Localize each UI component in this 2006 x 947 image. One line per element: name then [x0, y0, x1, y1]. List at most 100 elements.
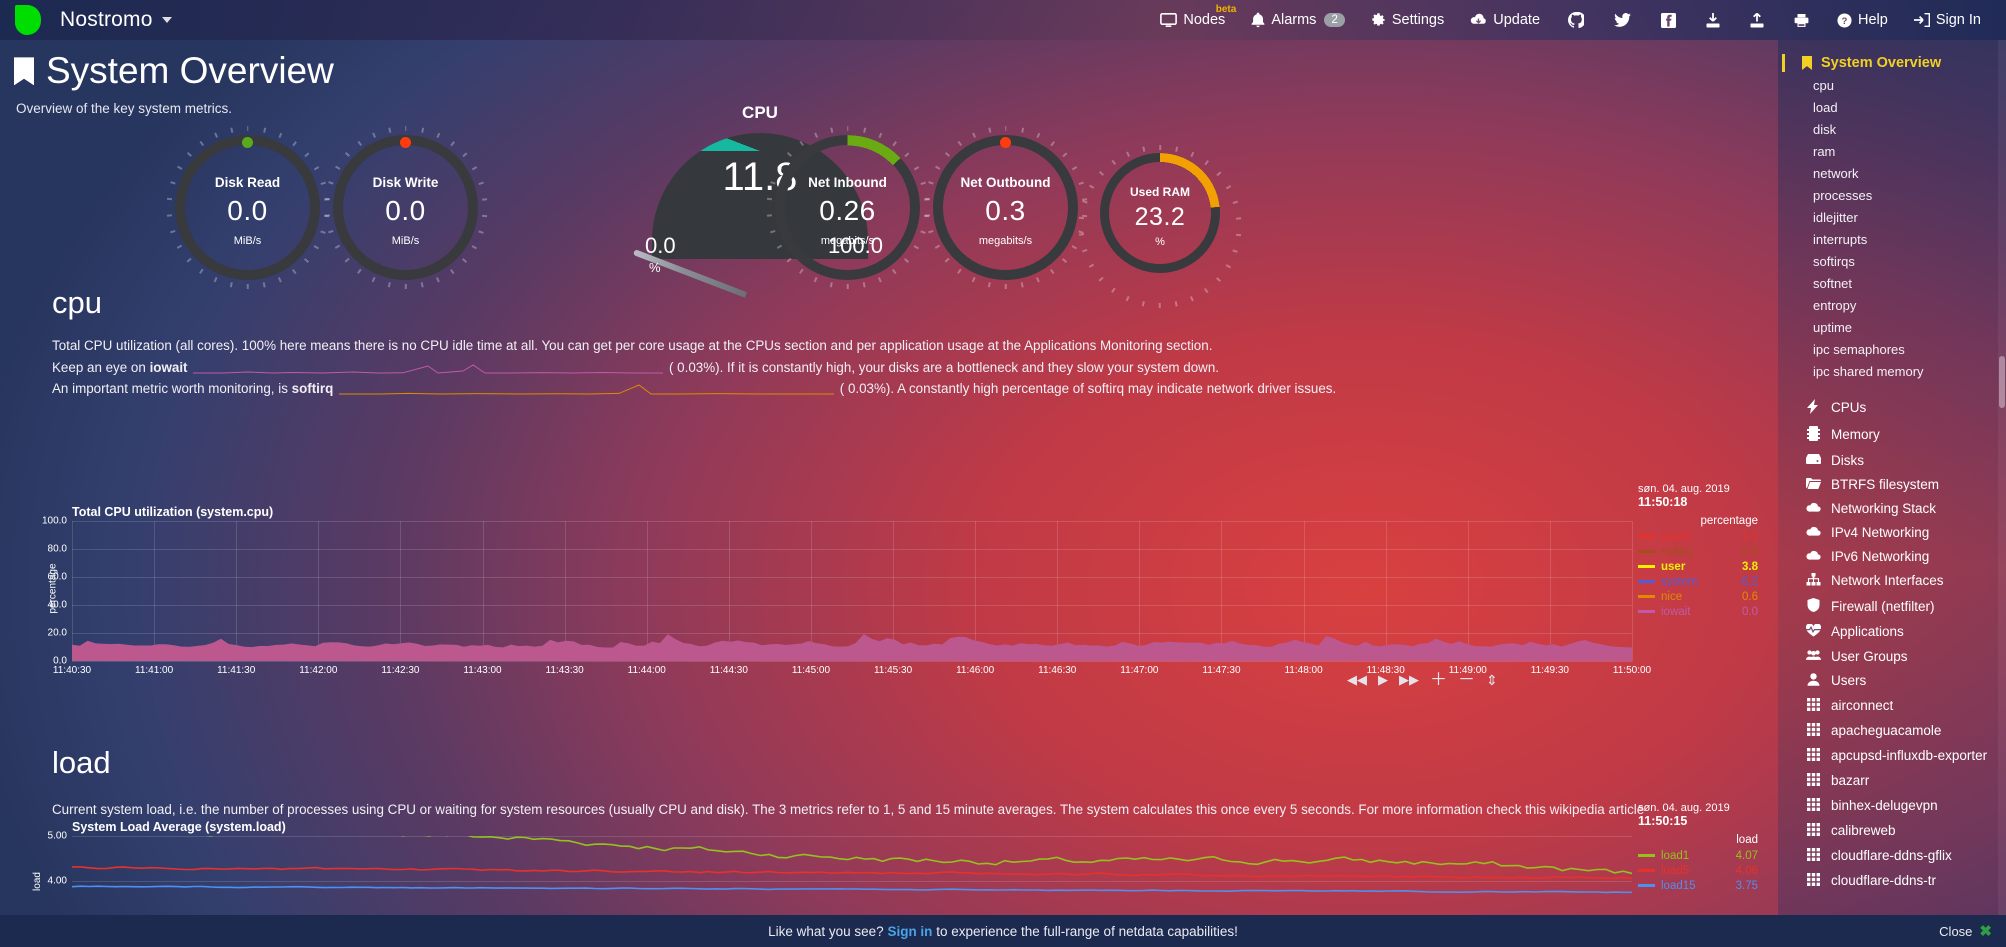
gauge-used-ram[interactable]: Used RAM 23.2 % [1078, 145, 1242, 308]
sidebar-item-label: User Groups [1831, 648, 1908, 664]
bell-icon [1251, 12, 1265, 28]
sidebar-item-cloudflare-ddns-tr[interactable]: cloudflare-ddns-tr [1778, 868, 1998, 893]
sidebar-item-apacheguacamole[interactable]: apacheguacamole [1778, 718, 1998, 743]
sitemap-icon [1806, 572, 1821, 589]
sidebar-header-system-overview[interactable]: System Overview [1778, 52, 1998, 74]
play-icon[interactable]: ▶ [1378, 672, 1388, 687]
chart-load-plot[interactable]: load 5.004.003.00 [32, 831, 1632, 932]
gauge-value: 23.2 [1134, 203, 1186, 231]
sidebar-item-cpus[interactable]: CPUs [1778, 394, 1998, 421]
zoom-out-icon[interactable]: － [1458, 670, 1475, 689]
sidebar-subitem-disk[interactable]: disk [1813, 121, 1837, 137]
sidebar-subitem-interrupts[interactable]: interrupts [1813, 231, 1868, 247]
sidebar-item-user-groups[interactable]: User Groups [1778, 644, 1998, 668]
sidebar-item-binhex-delugevpn[interactable]: binhex-delugevpn [1778, 793, 1998, 818]
sidebar-item-calibreweb[interactable]: calibreweb [1778, 818, 1998, 843]
sidebar-subitem-ipc-semaphores[interactable]: ipc semaphores [1813, 341, 1905, 357]
sidebar-item-network-interfaces[interactable]: Network Interfaces [1778, 568, 1998, 593]
sidebar-item-memory[interactable]: Memory [1778, 421, 1998, 448]
close-icon: ✖ [1979, 923, 1992, 940]
sidebar-subitem-ipc-shared-memory[interactable]: ipc shared memory [1813, 363, 1924, 379]
banner-signin-link[interactable]: Sign in [887, 923, 933, 939]
sidebar-subitem-ram[interactable]: ram [1813, 143, 1836, 159]
nav-github[interactable] [1553, 0, 1599, 40]
sidebar-subitem-softirqs[interactable]: softirqs [1813, 253, 1855, 269]
legend-color-swatch [1638, 884, 1655, 887]
gauge-tick [846, 126, 849, 131]
gauge-tick [813, 132, 818, 138]
rewind-icon[interactable]: ◀◀ [1347, 672, 1367, 687]
gauge-disk-read[interactable]: Disk Read 0.0 MiB/s [166, 126, 329, 289]
chart-system-load[interactable]: System Load Average (system.load) load 5… [32, 802, 1758, 932]
sidebar-subitem-cpu[interactable]: cpu [1813, 77, 1834, 93]
sidebar-subitem-entropy[interactable]: entropy [1813, 297, 1857, 313]
nav-alarms[interactable]: Alarms 2 [1238, 0, 1358, 40]
nav-export[interactable] [1735, 0, 1779, 40]
sidebar-item-applications[interactable]: Applications [1778, 619, 1998, 644]
sidebar-subitem-softnet[interactable]: softnet [1813, 275, 1853, 291]
nav-signin[interactable]: Sign In [1901, 0, 1994, 40]
sidebar-item-disks[interactable]: Disks [1778, 448, 1998, 472]
question-circle-icon: ? [1837, 12, 1852, 28]
sidebar-subitem-processes[interactable]: processes [1813, 187, 1873, 203]
sidebar-subitem-uptime[interactable]: uptime [1813, 319, 1853, 335]
zoom-in-icon[interactable]: ＋ [1430, 670, 1447, 689]
facebook-icon [1661, 12, 1677, 28]
legend-row[interactable]: iowait 0.0 [1638, 604, 1758, 619]
chart-cpu-controls[interactable]: ◀◀ ▶ ▶▶ ＋ － ⇕ [1347, 671, 1498, 688]
sidebar-scroll-region[interactable]: System Overview cpu load disk ram network pro… [1778, 40, 1998, 917]
iowait-sparkline [193, 364, 664, 374]
nav-update[interactable]: Update [1457, 0, 1553, 40]
gridline-horizontal [72, 881, 1632, 882]
nav-twitter[interactable] [1599, 0, 1646, 40]
user-icon [1806, 672, 1821, 689]
sidebar-item-users[interactable]: Users [1778, 668, 1998, 693]
nav-help[interactable]: ? Help [1824, 0, 1901, 40]
sidebar-subitem-network[interactable]: network [1813, 165, 1859, 181]
sidebar-item-btrfs-filesystem[interactable]: BTRFS filesystem [1778, 472, 1998, 496]
sidebar-item-apcupsd-influxdb-exporter[interactable]: apcupsd-influxdb-exporter [1778, 743, 1998, 768]
sidebar-item-firewall-netfilter[interactable]: Firewall (netfilter) [1778, 593, 1998, 619]
nav-nodes[interactable]: Nodes beta [1147, 0, 1238, 40]
nav-settings[interactable]: Settings [1358, 0, 1457, 40]
right-sidebar[interactable]: System Overview cpu load disk ram network pro… [1778, 40, 2006, 917]
sidebar-scrollbar-track[interactable] [1998, 40, 2006, 917]
chart-cpu-plot[interactable]: percentage 0.0 20.0 40.0 60.0 80.0 100.0 11:40… [42, 516, 1651, 677]
sidebar-item-ipv4-networking[interactable]: IPv4 Networking [1778, 520, 1998, 544]
gauge-net-inbound[interactable]: Net Inbound 0.26 megabits/s [766, 126, 929, 289]
nav-import[interactable] [1691, 0, 1735, 40]
resize-icon[interactable]: ⇕ [1486, 671, 1498, 688]
legend-row[interactable]: load5 4.06 [1638, 863, 1758, 878]
banner-close-button[interactable]: Close ✖ [1939, 922, 1992, 940]
gauge-tick [420, 127, 424, 133]
sidebar-item-bazarr[interactable]: bazarr [1778, 768, 1998, 793]
gauge-tick [198, 141, 204, 147]
legend-row[interactable]: nice 0.6 [1638, 589, 1758, 604]
gauge-disk-write[interactable]: Disk Write 0.0 MiB/s [324, 126, 487, 289]
netdata-logo[interactable] [0, 5, 56, 35]
sidebar-item-airconnect[interactable]: airconnect [1778, 693, 1998, 718]
sidebar-subitem-idlejitter[interactable]: idlejitter [1813, 209, 1858, 225]
legend-row[interactable]: system 6.2 [1638, 574, 1758, 589]
sidebar-scrollbar-thumb[interactable] [1999, 356, 2005, 408]
brand-hostname[interactable]: Nostromo [60, 8, 172, 32]
legend-row[interactable]: softirq 0.0 [1638, 544, 1758, 559]
sidebar-subitem-load[interactable]: load [1813, 99, 1838, 115]
sidebar-item-label: apacheguacamole [1831, 723, 1942, 738]
sidebar-item-networking-stack[interactable]: Networking Stack [1778, 496, 1998, 520]
sidebar-item-ipv6-networking[interactable]: IPv6 Networking [1778, 544, 1998, 568]
legend-row[interactable]: load15 3.75 [1638, 878, 1758, 893]
chart-system-cpu[interactable]: Total CPU utilization (system.cpu) perce… [42, 483, 1758, 688]
legend-row[interactable]: user 3.8 [1638, 559, 1758, 574]
legend-row[interactable]: guest 1.1 [1638, 529, 1758, 544]
nav-facebook[interactable] [1646, 0, 1691, 40]
gauge-tick [956, 141, 962, 147]
legend-series-list: load1 4.07 load5 4.06 load15 3.75 [1638, 848, 1758, 893]
sidebar-item-cloudflare-ddns-gflix[interactable]: cloudflare-ddns-gflix [1778, 843, 1998, 868]
legend-row[interactable]: load1 4.07 [1638, 848, 1758, 863]
gauge-tick [786, 152, 792, 157]
nav-print[interactable] [1779, 0, 1824, 40]
gauge-net-outbound[interactable]: Net Outbound 0.3 megabits/s [924, 126, 1087, 289]
forward-icon[interactable]: ▶▶ [1399, 672, 1419, 687]
sidebar-item-label: IPv6 Networking [1831, 548, 1930, 564]
